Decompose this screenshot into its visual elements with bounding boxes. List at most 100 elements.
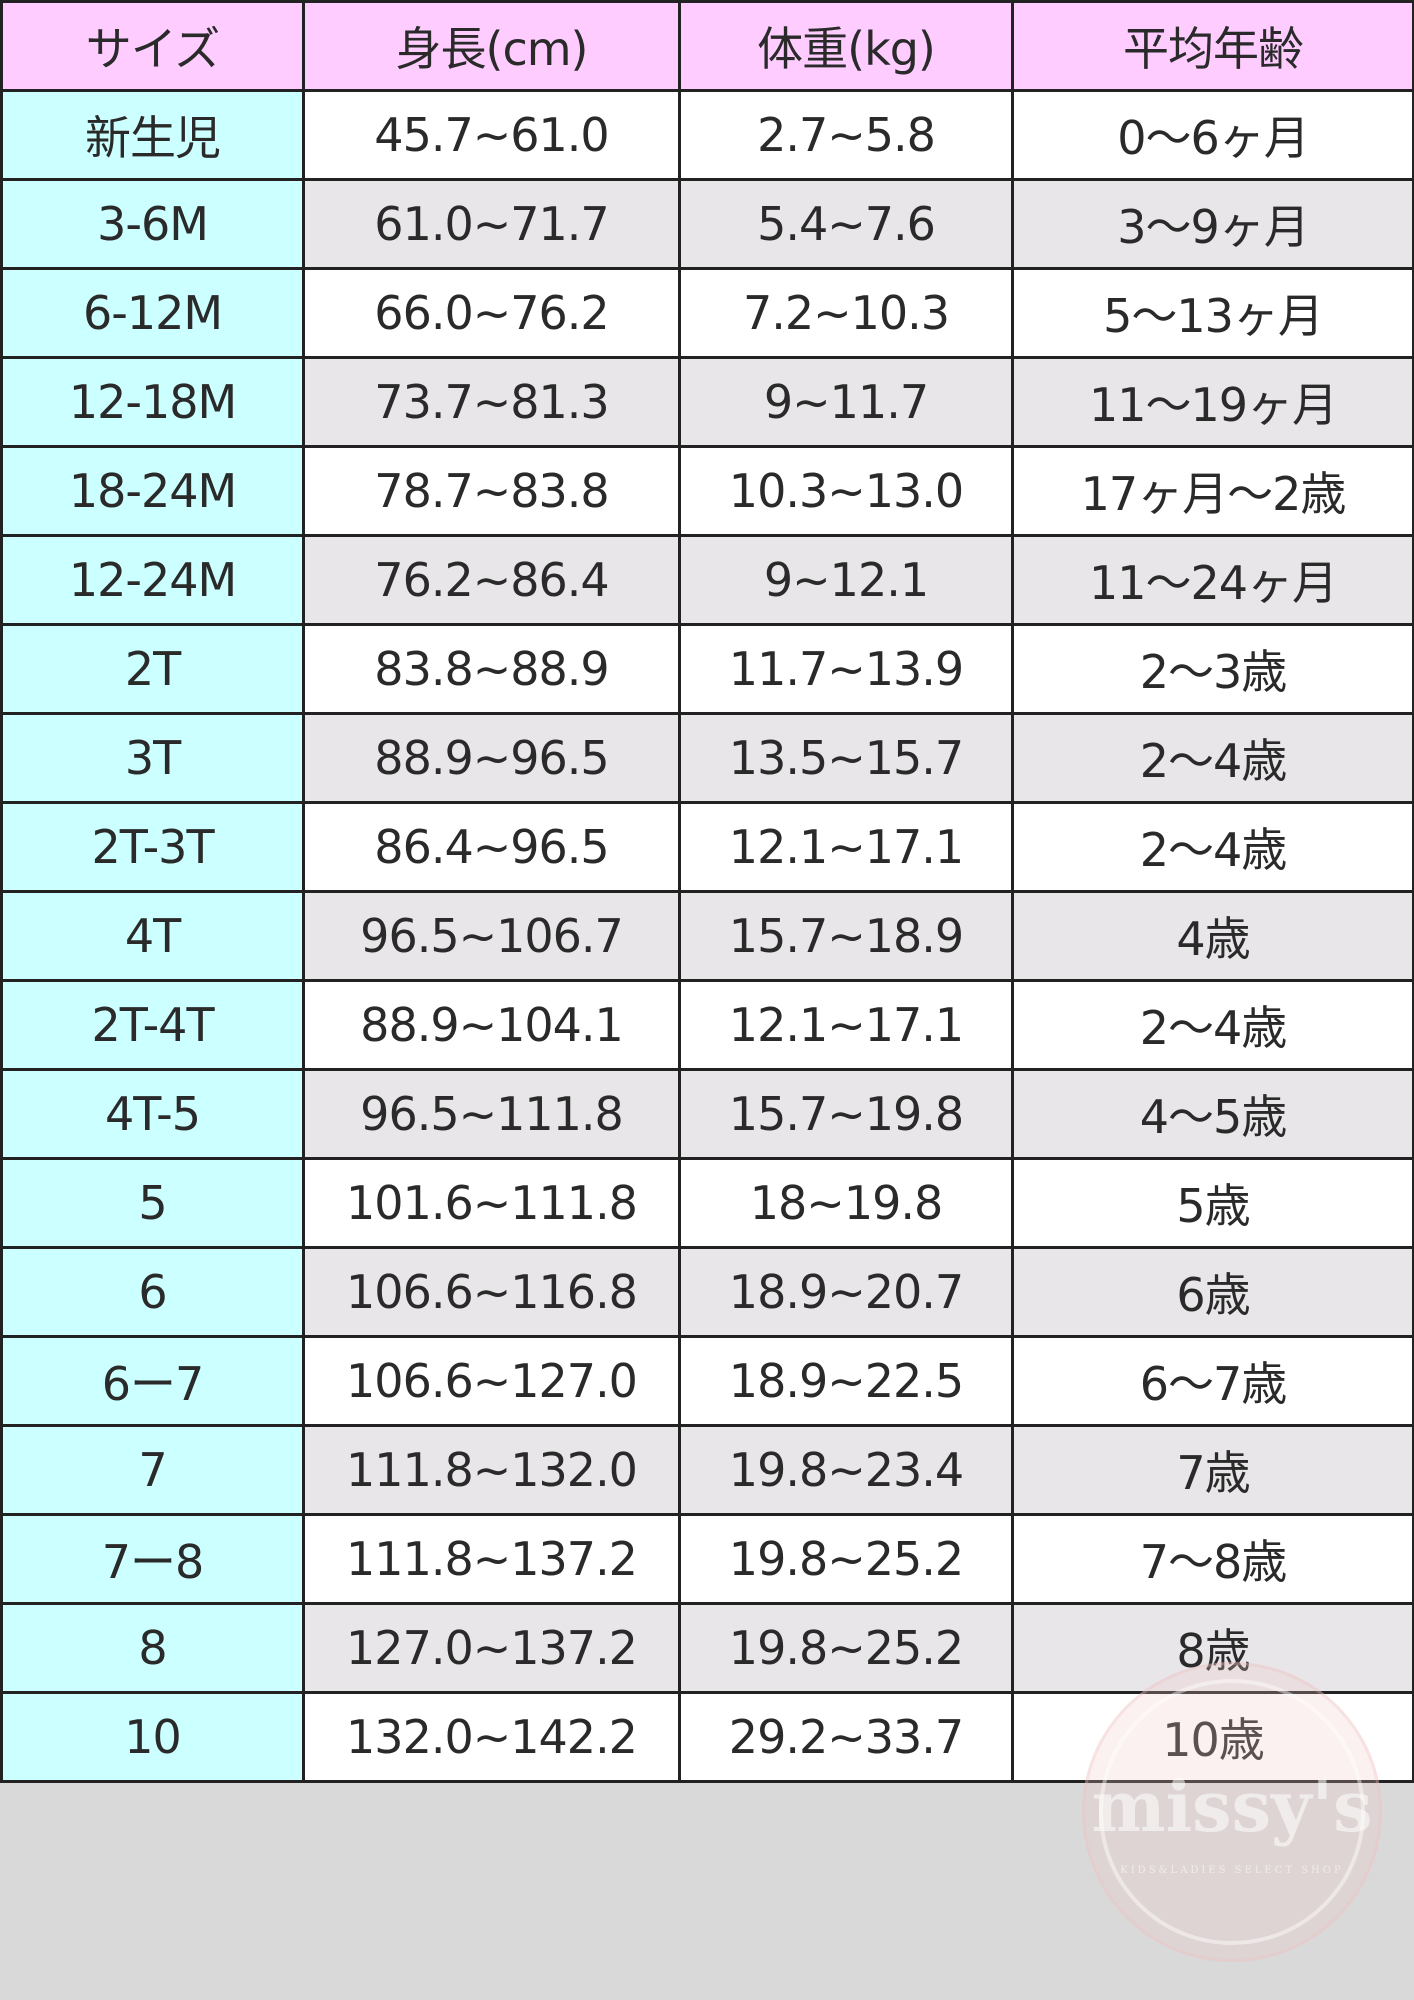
cell-height: 76.2~86.4 (302, 534, 681, 626)
cell-height: 106.6~127.0 (302, 1335, 681, 1427)
cell-weight: 7.2~10.3 (678, 267, 1014, 359)
cell-weight: 19.8~25.2 (678, 1602, 1014, 1694)
table-row: 6ー7 106.6~127.0 18.9~22.5 6〜7歳 (0, 1335, 1414, 1427)
cell-age: 6歳 (1011, 1246, 1414, 1338)
table-row: 2T-4T 88.9~104.1 12.1~17.1 2〜4歳 (0, 979, 1414, 1071)
cell-weight: 18~19.8 (678, 1157, 1014, 1249)
cell-height: 88.9~104.1 (302, 979, 681, 1071)
cell-height: 45.7~61.0 (302, 89, 681, 181)
table-row: 6-12M 66.0~76.2 7.2~10.3 5〜13ヶ月 (0, 267, 1414, 359)
table-row: 2T-3T 86.4~96.5 12.1~17.1 2〜4歳 (0, 801, 1414, 893)
cell-size: 2T (0, 623, 305, 715)
table-row: 4T 96.5~106.7 15.7~18.9 4歳 (0, 890, 1414, 982)
cell-age: 17ヶ月〜2歳 (1011, 445, 1414, 537)
cell-size: 3T (0, 712, 305, 804)
cell-size: 2T-4T (0, 979, 305, 1071)
cell-age: 2〜3歳 (1011, 623, 1414, 715)
header-row: サイズ 身長(cm) 体重(kg) 平均年齢 (0, 0, 1414, 92)
cell-weight: 5.4~7.6 (678, 178, 1014, 270)
header-weight: 体重(kg) (678, 0, 1014, 92)
watermark-tagline: KIDS&LADIES SELECT SHOP (1120, 1865, 1344, 1876)
cell-height: 61.0~71.7 (302, 178, 681, 270)
cell-age: 3〜9ヶ月 (1011, 178, 1414, 270)
cell-weight: 11.7~13.9 (678, 623, 1014, 715)
cell-height: 88.9~96.5 (302, 712, 681, 804)
cell-weight: 18.9~22.5 (678, 1335, 1014, 1427)
cell-height: 96.5~111.8 (302, 1068, 681, 1160)
cell-height: 111.8~137.2 (302, 1513, 681, 1605)
cell-size: 8 (0, 1602, 305, 1694)
cell-height: 127.0~137.2 (302, 1602, 681, 1694)
cell-age: 6〜7歳 (1011, 1335, 1414, 1427)
cell-height: 86.4~96.5 (302, 801, 681, 893)
table-row: 7 111.8~132.0 19.8~23.4 7歳 (0, 1424, 1414, 1516)
cell-size: 18-24M (0, 445, 305, 537)
header-age: 平均年齢 (1011, 0, 1414, 92)
table-row: 2T 83.8~88.9 11.7~13.9 2〜3歳 (0, 623, 1414, 715)
cell-size: 4T (0, 890, 305, 982)
cell-size: 6-12M (0, 267, 305, 359)
cell-age: 5歳 (1011, 1157, 1414, 1249)
cell-height: 106.6~116.8 (302, 1246, 681, 1338)
cell-height: 83.8~88.9 (302, 623, 681, 715)
cell-size: 3-6M (0, 178, 305, 270)
table-row: 12-18M 73.7~81.3 9~11.7 11〜19ヶ月 (0, 356, 1414, 448)
cell-age: 5〜13ヶ月 (1011, 267, 1414, 359)
cell-height: 78.7~83.8 (302, 445, 681, 537)
cell-size: 2T-3T (0, 801, 305, 893)
cell-size: 6 (0, 1246, 305, 1338)
table-row: 8 127.0~137.2 19.8~25.2 8歳 (0, 1602, 1414, 1694)
cell-height: 132.0~142.2 (302, 1691, 681, 1783)
cell-weight: 15.7~18.9 (678, 890, 1014, 982)
cell-weight: 15.7~19.8 (678, 1068, 1014, 1160)
cell-weight: 19.8~25.2 (678, 1513, 1014, 1605)
cell-height: 96.5~106.7 (302, 890, 681, 982)
cell-size: 6ー7 (0, 1335, 305, 1427)
cell-size: 12-18M (0, 356, 305, 448)
cell-size: 7ー8 (0, 1513, 305, 1605)
cell-weight: 18.9~20.7 (678, 1246, 1014, 1338)
cell-height: 73.7~81.3 (302, 356, 681, 448)
table-row: 18-24M 78.7~83.8 10.3~13.0 17ヶ月〜2歳 (0, 445, 1414, 537)
table-row: 3-6M 61.0~71.7 5.4~7.6 3〜9ヶ月 (0, 178, 1414, 270)
table-row: 10 132.0~142.2 29.2~33.7 10歳 (0, 1691, 1414, 1783)
cell-weight: 10.3~13.0 (678, 445, 1014, 537)
cell-age: 10歳 (1011, 1691, 1414, 1783)
cell-age: 8歳 (1011, 1602, 1414, 1694)
cell-size: 12-24M (0, 534, 305, 626)
table-row: 5 101.6~111.8 18~19.8 5歳 (0, 1157, 1414, 1249)
table-row: 新生児 45.7~61.0 2.7~5.8 0〜6ヶ月 (0, 89, 1414, 181)
table-row: 6 106.6~116.8 18.9~20.7 6歳 (0, 1246, 1414, 1338)
size-chart-table: サイズ 身長(cm) 体重(kg) 平均年齢 新生児 45.7~61.0 2.7~5… (0, 0, 1414, 1783)
header-height: 身長(cm) (302, 0, 681, 92)
table-row: 12-24M 76.2~86.4 9~12.1 11〜24ヶ月 (0, 534, 1414, 626)
cell-height: 111.8~132.0 (302, 1424, 681, 1516)
cell-age: 7〜8歳 (1011, 1513, 1414, 1605)
cell-weight: 19.8~23.4 (678, 1424, 1014, 1516)
table-row: 7ー8 111.8~137.2 19.8~25.2 7〜8歳 (0, 1513, 1414, 1605)
cell-age: 2〜4歳 (1011, 712, 1414, 804)
cell-age: 11〜19ヶ月 (1011, 356, 1414, 448)
cell-size: 新生児 (0, 89, 305, 181)
cell-height: 66.0~76.2 (302, 267, 681, 359)
cell-height: 101.6~111.8 (302, 1157, 681, 1249)
cell-weight: 2.7~5.8 (678, 89, 1014, 181)
cell-age: 4歳 (1011, 890, 1414, 982)
cell-age: 11〜24ヶ月 (1011, 534, 1414, 626)
cell-weight: 12.1~17.1 (678, 979, 1014, 1071)
cell-age: 0〜6ヶ月 (1011, 89, 1414, 181)
cell-size: 4T-5 (0, 1068, 305, 1160)
cell-weight: 13.5~15.7 (678, 712, 1014, 804)
cell-age: 2〜4歳 (1011, 979, 1414, 1071)
cell-size: 10 (0, 1691, 305, 1783)
cell-weight: 29.2~33.7 (678, 1691, 1014, 1783)
table-row: 4T-5 96.5~111.8 15.7~19.8 4〜5歳 (0, 1068, 1414, 1160)
cell-size: 5 (0, 1157, 305, 1249)
cell-size: 7 (0, 1424, 305, 1516)
cell-age: 2〜4歳 (1011, 801, 1414, 893)
header-size: サイズ (0, 0, 305, 92)
cell-age: 7歳 (1011, 1424, 1414, 1516)
cell-weight: 12.1~17.1 (678, 801, 1014, 893)
table-row: 3T 88.9~96.5 13.5~15.7 2〜4歳 (0, 712, 1414, 804)
cell-age: 4〜5歳 (1011, 1068, 1414, 1160)
